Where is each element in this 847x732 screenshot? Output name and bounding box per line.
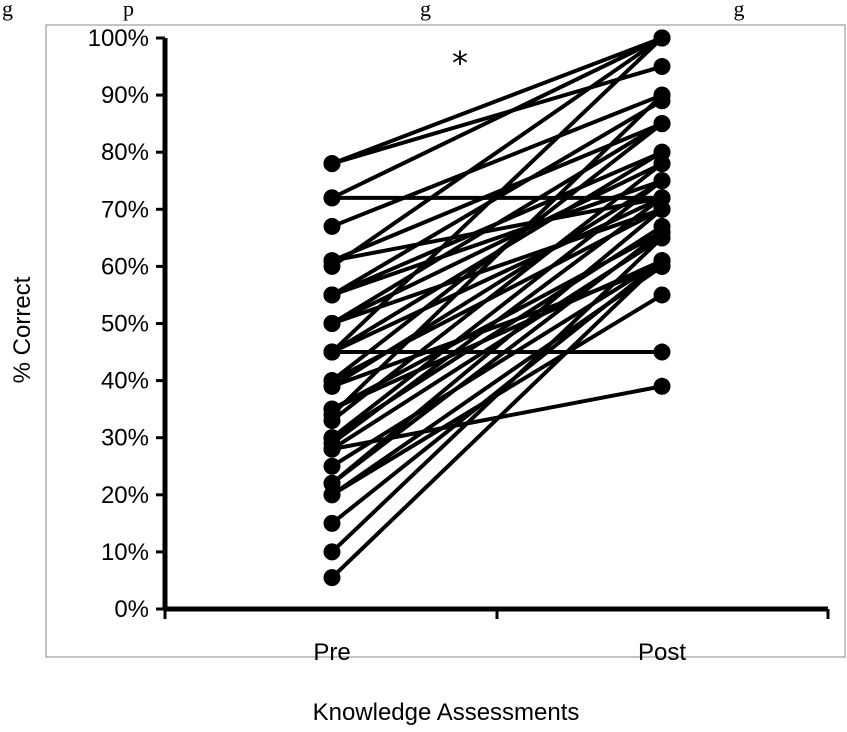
pre-point-38 — [323, 543, 341, 561]
participant-line-25 — [330, 93, 664, 417]
y-axis-title: % Correct — [9, 276, 36, 383]
pre-point-22 — [323, 377, 341, 395]
post-point-39 — [653, 252, 671, 270]
post-point-15 — [653, 343, 671, 361]
post-point-26 — [653, 155, 671, 173]
participant-line-34 — [330, 230, 664, 486]
post-point-30 — [653, 377, 671, 395]
series-lines — [323, 29, 671, 587]
caption-fragment: g p g g — [2, 0, 745, 21]
x-tick-label: Post — [638, 639, 686, 666]
y-tick-label: 10% — [101, 539, 149, 566]
participant-line-8 — [330, 36, 664, 269]
post-point-33 — [653, 200, 671, 218]
participant-line-38 — [330, 235, 664, 554]
y-tick-label: 40% — [101, 368, 149, 395]
pre-point-39 — [323, 569, 341, 587]
participant-line-19 — [330, 121, 664, 383]
participant-line-16 — [330, 36, 664, 355]
post-point-25 — [653, 86, 671, 104]
x-axis-title: Knowledge Assessments — [313, 699, 580, 726]
y-tick-label: 50% — [101, 311, 149, 338]
participant-line-28 — [330, 178, 664, 440]
post-point-36 — [653, 286, 671, 304]
pre-point-8 — [323, 257, 341, 275]
participant-line-1 — [330, 64, 664, 166]
y-tick-label: 90% — [101, 82, 149, 109]
participant-line-11 — [330, 98, 664, 297]
y-tick-label: 80% — [101, 139, 149, 166]
chart-frame — [45, 24, 846, 658]
participant-line-39 — [330, 258, 664, 580]
x-tick-label: Pre — [313, 639, 350, 666]
participant-line-14 — [330, 121, 664, 326]
pre-point-4 — [323, 189, 341, 207]
participant-line-5 — [330, 93, 664, 229]
y-tick-label: 20% — [101, 482, 149, 509]
significance-annotation: * — [452, 44, 468, 82]
y-tick-label: 100% — [88, 25, 149, 52]
post-point-28 — [653, 172, 671, 190]
participant-line-33 — [330, 207, 664, 486]
y-tick-label: 70% — [101, 196, 149, 223]
post-point-19 — [653, 115, 671, 133]
participant-line-32 — [330, 258, 664, 469]
y-tick-label: 60% — [101, 253, 149, 280]
pre-point-31 — [323, 440, 341, 458]
pre-point-11 — [323, 286, 341, 304]
axes: 0% 10% 20% 30% 40% 50% 60% 70% 80% 90% 100% Pre Post — [88, 25, 830, 666]
participant-line-4 — [330, 36, 664, 200]
pre-point-37 — [323, 514, 341, 532]
pre-point-2 — [323, 155, 341, 173]
participant-line-29 — [330, 195, 664, 446]
participant-line-10 — [330, 178, 664, 297]
participant-line-2 — [330, 36, 664, 166]
pre-point-32 — [323, 457, 341, 475]
pre-point-18 — [323, 343, 341, 361]
participant-line-26 — [330, 161, 664, 423]
participant-line-13 — [330, 207, 664, 326]
participant-line-22 — [330, 178, 664, 389]
pre-point-14 — [323, 315, 341, 332]
post-point-1 — [653, 58, 671, 76]
pre-point-26 — [323, 412, 341, 430]
pre-point-5 — [323, 217, 341, 235]
participant-line-37 — [330, 258, 664, 526]
participant-line-12 — [330, 161, 664, 326]
post-point-16 — [653, 29, 671, 47]
participant-line-24 — [330, 258, 664, 412]
pre-point-36 — [323, 486, 341, 504]
y-tick-label: 0% — [114, 596, 149, 623]
post-point-38 — [653, 229, 671, 247]
y-tick-label: 30% — [101, 425, 149, 452]
